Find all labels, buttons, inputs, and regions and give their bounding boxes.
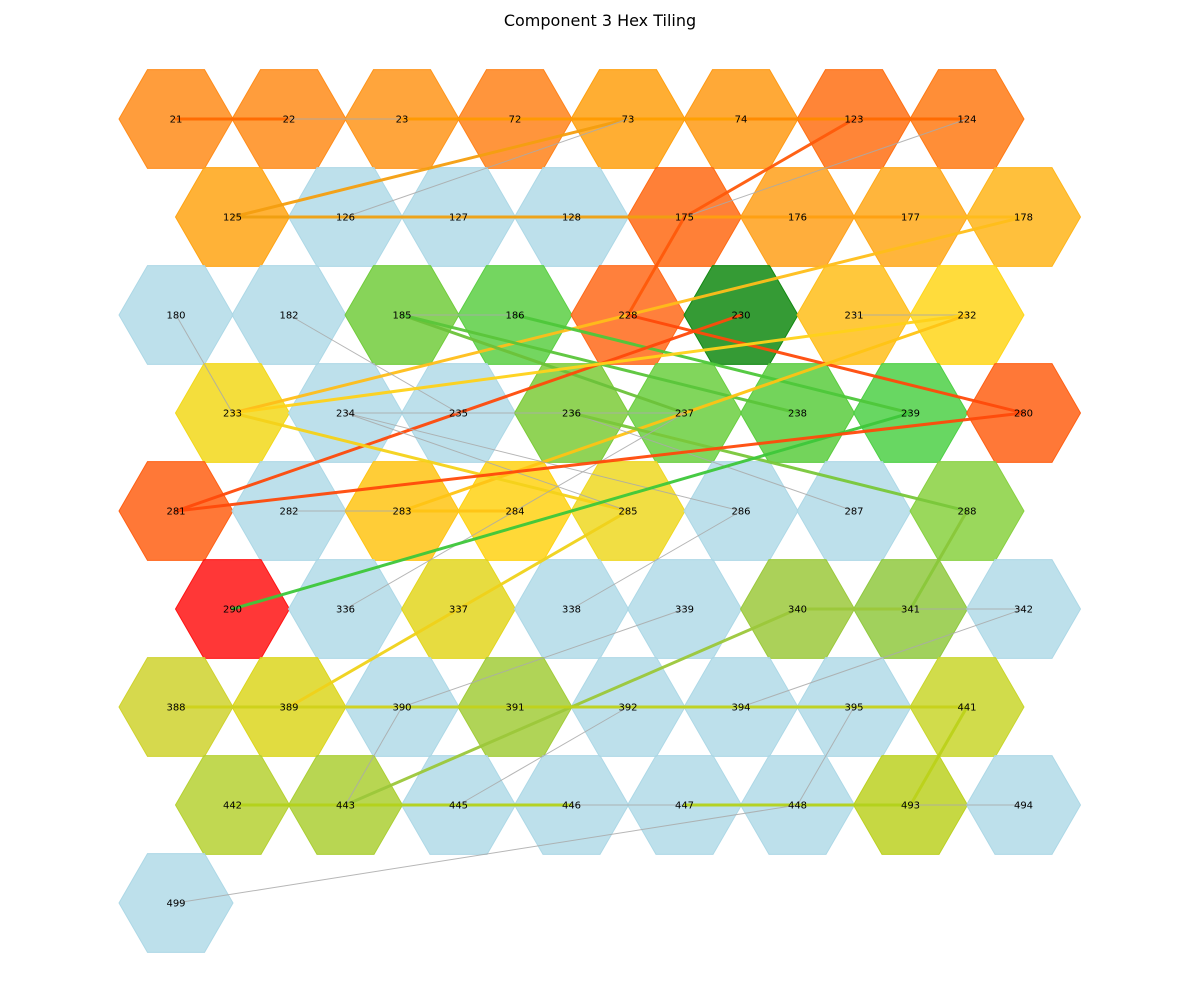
hex-label-237: 237 (675, 409, 694, 420)
chart-title: Component 3 Hex Tiling (503, 11, 697, 30)
edge-185-237 (400, 313, 686, 415)
hex-label-448: 448 (788, 801, 807, 812)
hex-label-178: 178 (1014, 213, 1033, 224)
hex-label-235: 235 (449, 409, 468, 420)
hex-label-394: 394 (731, 703, 750, 714)
hex-label-389: 389 (279, 703, 298, 714)
hex-label-286: 286 (731, 507, 750, 518)
hex-label-230: 230 (731, 311, 750, 322)
hex-label-126: 126 (336, 213, 355, 224)
edge-123-175 (683, 117, 856, 219)
hex-label-185: 185 (392, 311, 411, 322)
hex-label-234: 234 (336, 409, 355, 420)
hex-label-284: 284 (505, 507, 524, 518)
hex-label-22: 22 (283, 115, 296, 126)
hex-label-395: 395 (844, 703, 863, 714)
edge-233-285 (231, 411, 630, 513)
hex-label-442: 442 (223, 801, 242, 812)
hex-label-175: 175 (675, 213, 694, 224)
hex-label-180: 180 (166, 311, 185, 322)
hex-label-388: 388 (166, 703, 185, 714)
hex-label-287: 287 (844, 507, 863, 518)
edge-236-288 (570, 411, 969, 513)
hex-layer (118, 69, 1082, 953)
hex-label-494: 494 (1014, 801, 1033, 812)
edge-180-233 (175, 314, 233, 414)
edge-392-445 (458, 706, 629, 806)
edge-280-281 (174, 411, 1025, 513)
hex-label-128: 128 (562, 213, 581, 224)
hex-label-285: 285 (618, 507, 637, 518)
hex-label-392: 392 (618, 703, 637, 714)
hex-label-73: 73 (622, 115, 635, 126)
hex-label-231: 231 (844, 311, 863, 322)
edge-448-499 (175, 804, 798, 904)
edge-234-285 (345, 412, 629, 512)
edge-288-341 (909, 509, 969, 611)
hex-label-336: 336 (336, 605, 355, 616)
hex-label-338: 338 (562, 605, 581, 616)
edge-124-175 (684, 118, 968, 218)
hex-label-283: 283 (392, 507, 411, 518)
hex-label-288: 288 (957, 507, 976, 518)
hex-label-177: 177 (901, 213, 920, 224)
hex-label-337: 337 (449, 605, 468, 616)
hex-label-238: 238 (788, 409, 807, 420)
edge-186-239 (513, 313, 912, 415)
hex-label-443: 443 (336, 801, 355, 812)
edge-175-228 (626, 215, 686, 317)
hex-label-340: 340 (788, 605, 807, 616)
hex-label-21: 21 (170, 115, 183, 126)
hex-label-123: 123 (844, 115, 863, 126)
hex-label-176: 176 (788, 213, 807, 224)
hex-label-280: 280 (1014, 409, 1033, 420)
hex-label-342: 342 (1014, 605, 1033, 616)
hex-label-339: 339 (675, 605, 694, 616)
hex-label-446: 446 (562, 801, 581, 812)
hex-label-390: 390 (392, 703, 411, 714)
edge-395-448 (797, 706, 855, 806)
hex-label-441: 441 (957, 703, 976, 714)
hex-label-127: 127 (449, 213, 468, 224)
edge-182-235 (288, 314, 459, 414)
hex-label-493: 493 (901, 801, 920, 812)
edge-286-338 (571, 510, 742, 610)
hex-label-445: 445 (449, 801, 468, 812)
edge-339-390 (401, 608, 685, 708)
edge-285-389 (287, 509, 630, 709)
hex-label-182: 182 (279, 311, 298, 322)
hex-label-290: 290 (223, 605, 242, 616)
edge-234-286 (345, 412, 742, 512)
hex-label-23: 23 (396, 115, 409, 126)
hex-label-499: 499 (166, 899, 185, 910)
hex-label-74: 74 (735, 115, 748, 126)
hex-label-282: 282 (279, 507, 298, 518)
hex-label-72: 72 (509, 115, 522, 126)
edge-73-126 (345, 118, 629, 218)
hex-label-447: 447 (675, 801, 694, 812)
edge-441-493 (909, 705, 969, 807)
hex-label-232: 232 (957, 311, 976, 322)
edge-342-394 (740, 608, 1024, 708)
edge-236-287 (571, 412, 855, 512)
hex-label-236: 236 (562, 409, 581, 420)
edge-layer (174, 117, 1025, 904)
edge-232-233 (231, 313, 969, 415)
hex-label-391: 391 (505, 703, 524, 714)
label-layer: 21 22 23 72 73 74 123 124 125 126 127 128 175 176 177 1… (166, 115, 1033, 910)
hex-label-228: 228 (618, 311, 637, 322)
hex-label-281: 281 (166, 507, 185, 518)
hex-label-341: 341 (901, 605, 920, 616)
hex-label-124: 124 (957, 115, 976, 126)
hex-label-125: 125 (223, 213, 242, 224)
hex-label-186: 186 (505, 311, 524, 322)
edge-390-443 (345, 706, 403, 806)
hex-label-239: 239 (901, 409, 920, 420)
edge-73-125 (231, 117, 630, 219)
hex-label-233: 233 (223, 409, 242, 420)
edge-239-290 (231, 411, 912, 611)
